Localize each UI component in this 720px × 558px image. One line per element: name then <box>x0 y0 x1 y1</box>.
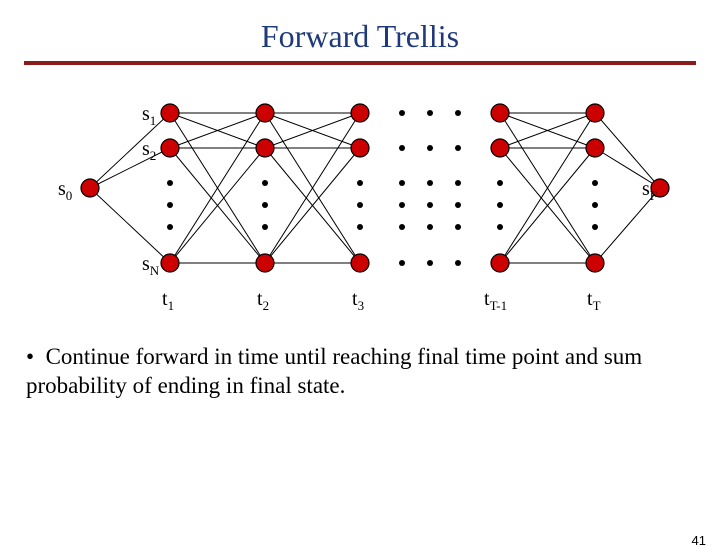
diagram-label: t1 <box>162 288 174 314</box>
diagram-label: t3 <box>352 288 364 314</box>
diagram-label: sN <box>142 253 159 279</box>
caption-text: • Continue forward in time until reachin… <box>26 343 694 401</box>
diagram-label: sF <box>642 178 657 204</box>
diagram-label: tT-1 <box>484 288 507 314</box>
title-underline <box>24 61 696 65</box>
page-title: Forward Trellis <box>0 18 720 55</box>
diagram-label: s2 <box>142 138 156 164</box>
diagram-label: t2 <box>257 288 269 314</box>
trellis-diagram: s1 s2 s0 sF sNt1 t2 t3 tT-1 tT <box>50 93 670 323</box>
diagram-label: s1 <box>142 103 156 129</box>
bullet: • <box>26 344 34 369</box>
diagram-label: s0 <box>58 178 72 204</box>
caption-body: Continue forward in time until reaching … <box>26 344 642 398</box>
page-number: 41 <box>692 533 706 548</box>
diagram-label: tT <box>587 288 601 314</box>
